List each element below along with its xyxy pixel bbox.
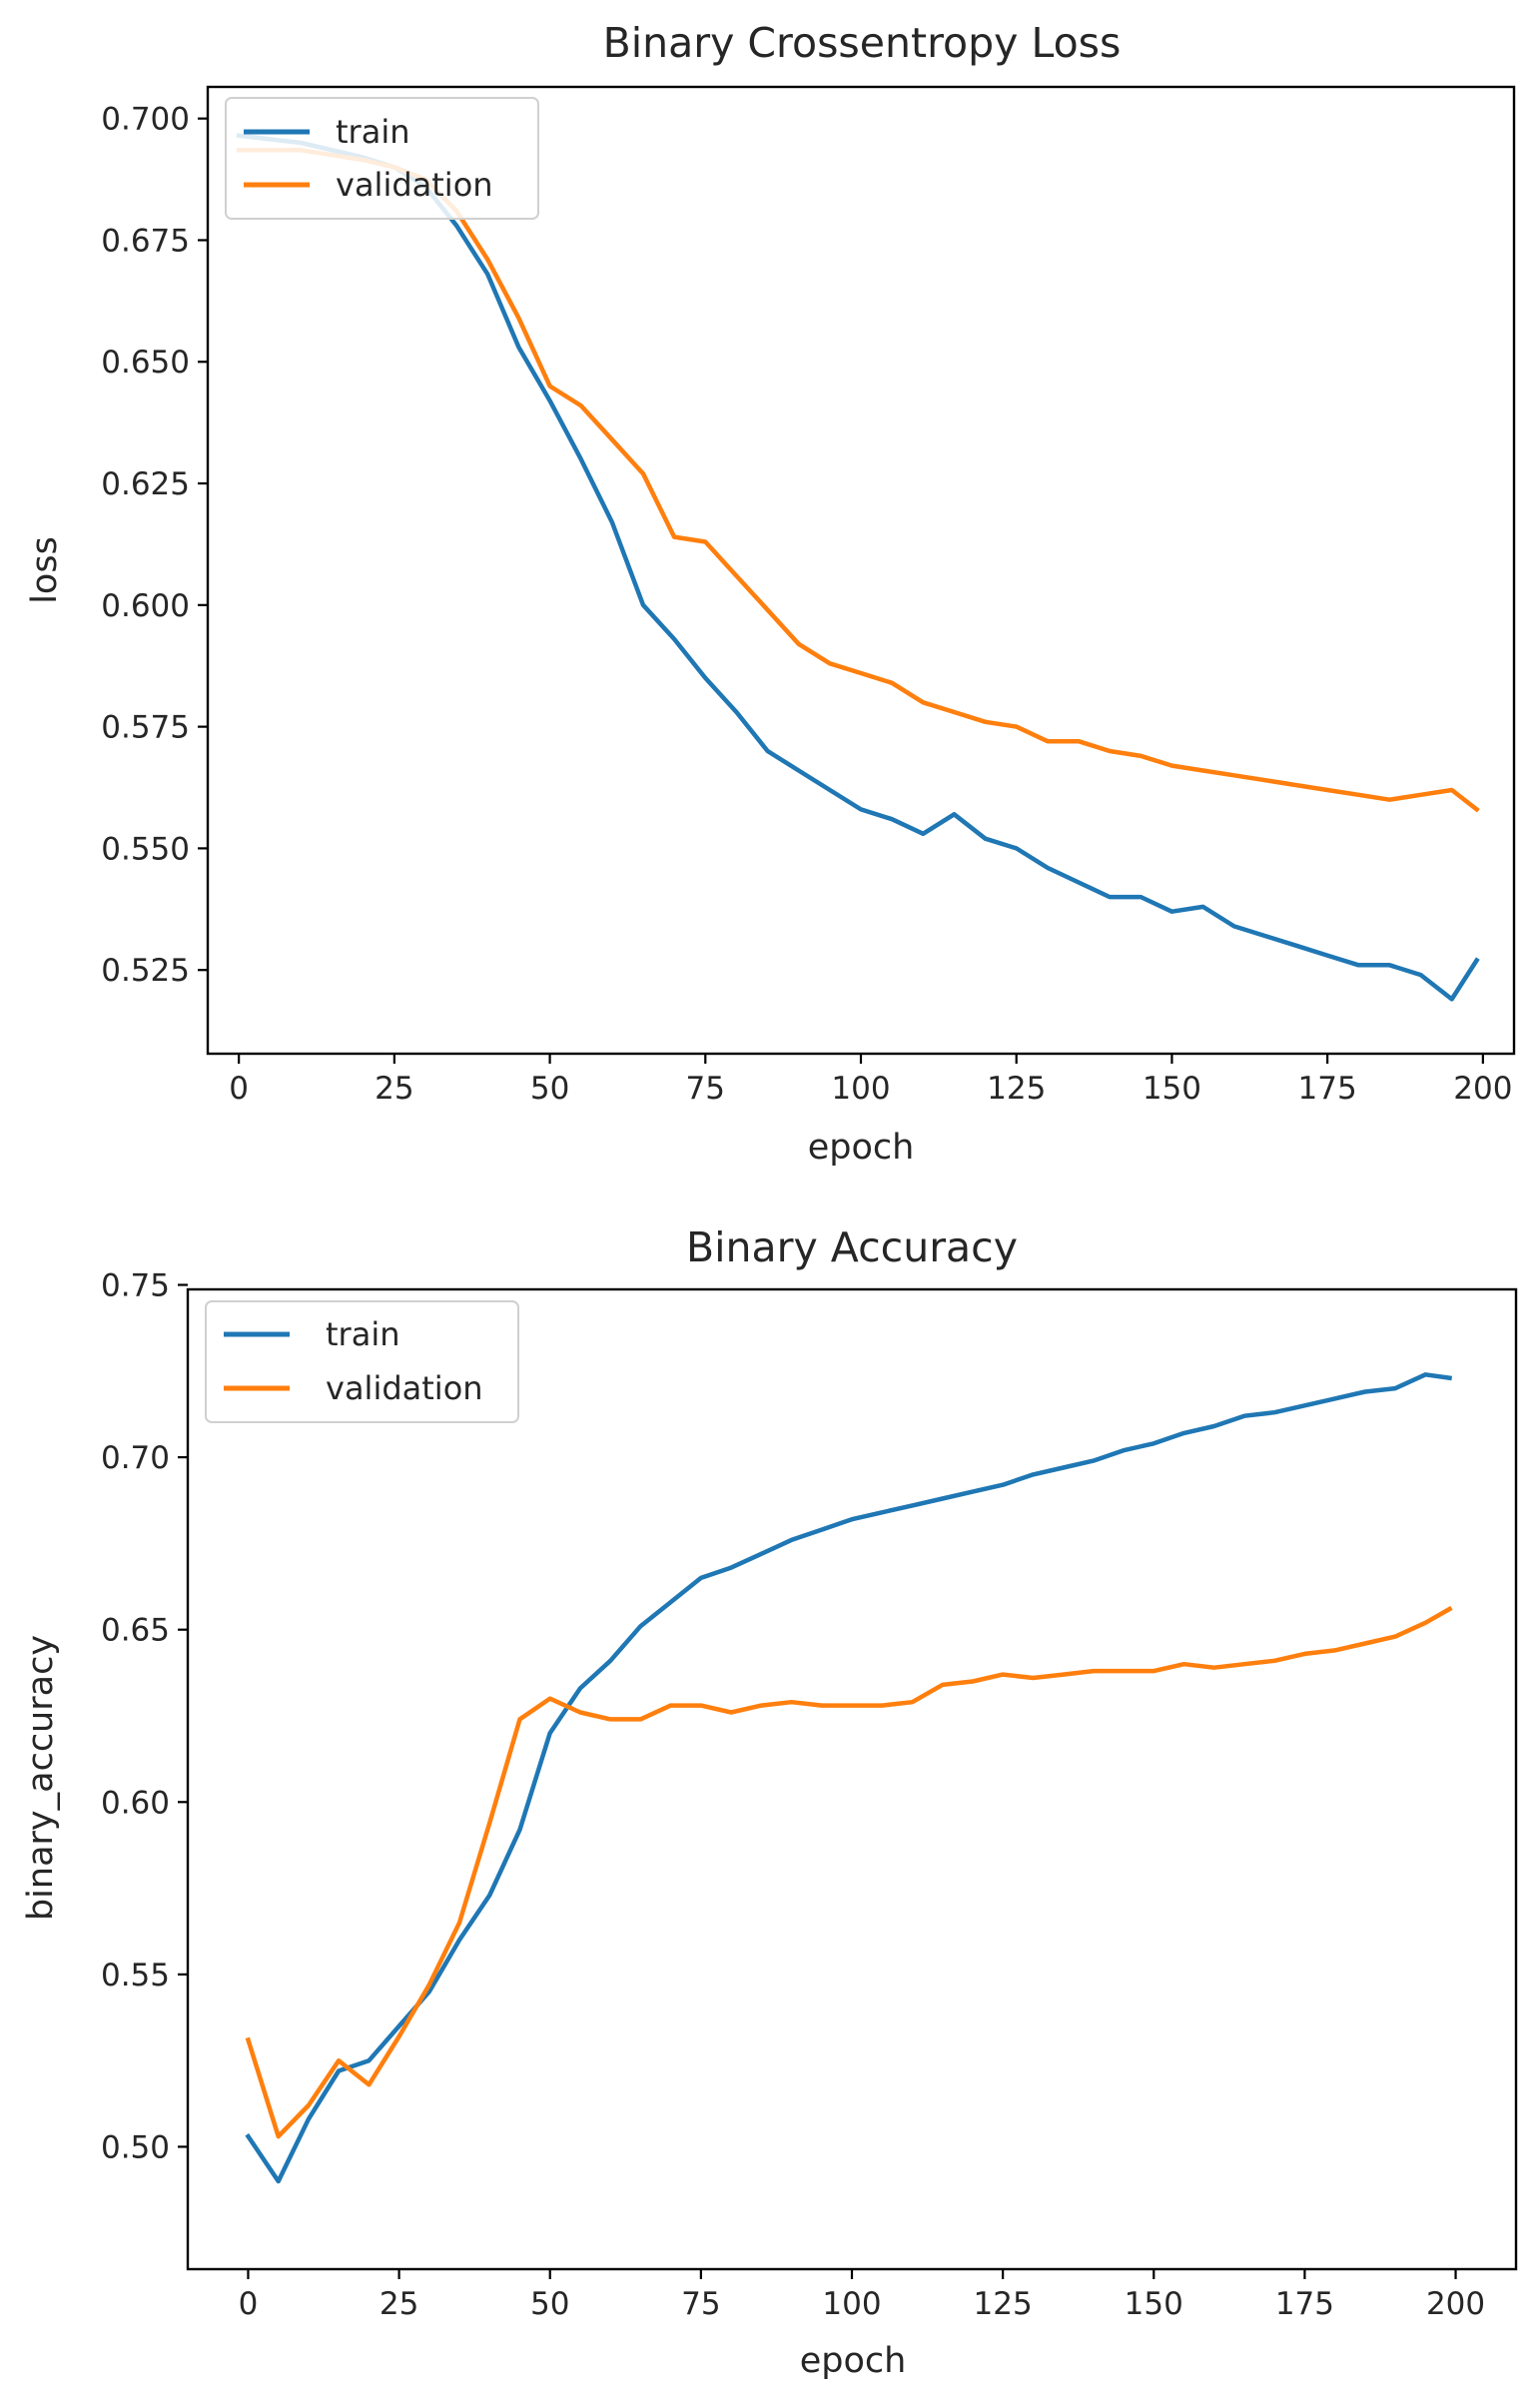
accuracy-legend-validation-label: validation (326, 1369, 483, 1407)
accuracy-y-tick-label: 0.50 (101, 2129, 170, 2165)
loss-x-tick-label: 25 (375, 1071, 413, 1107)
accuracy-y-tick-label: 0.55 (101, 1958, 170, 1994)
accuracy-x-tick-label: 150 (1125, 2286, 1183, 2322)
accuracy-x-tick-label: 175 (1275, 2286, 1334, 2322)
loss-x-tick-label: 100 (831, 1071, 890, 1107)
accuracy-plot-area: 0 25 50 75 100 125 150 175 200 0.500.550.600.650… (101, 1268, 1518, 2322)
accuracy-x-ticks: 0 25 50 75 100 125 150 175 200 (239, 2269, 1485, 2322)
loss-y-axis-label: loss (25, 536, 65, 604)
loss-plot-area: 0 25 50 75 100 125 150 175 200 0.5250.5500.5750.… (101, 85, 1516, 1107)
loss-y-tick-label: 0.525 (101, 953, 190, 989)
loss-x-ticks: 0 25 50 75 100 125 150 175 200 (229, 1054, 1512, 1107)
accuracy-y-tick-label: 0.65 (101, 1613, 170, 1649)
loss-train-line (236, 133, 1480, 1002)
accuracy-y-ticks: 0.50 0.55 0.60 0.65 0.70 0.75 (101, 1268, 188, 2165)
accuracy-y-axis-label: binary_accuracy (21, 1635, 61, 1921)
loss-chart-title: Binary Crossentropy Loss (603, 19, 1122, 67)
accuracy-legend-box (205, 1300, 519, 1423)
accuracy-x-tick-label: 25 (380, 2286, 418, 2322)
loss-y-tick-label: 0.625 (101, 466, 190, 502)
accuracy-x-tick-label: 100 (822, 2286, 881, 2322)
loss-y-tick-label: 0.600 (101, 588, 190, 624)
loss-y-tick-label: 0.700 (101, 102, 190, 138)
loss-x-tick-label: 150 (1143, 1071, 1201, 1107)
loss-y-tick-label: 0.550 (101, 831, 190, 867)
accuracy-x-tick-label: 75 (681, 2286, 720, 2322)
loss-y-tick-label: 0.575 (101, 710, 190, 746)
accuracy-x-tick-label: 0 (239, 2286, 259, 2322)
accuracy-x-tick-label: 200 (1426, 2286, 1485, 2322)
accuracy-x-tick-label: 50 (530, 2286, 569, 2322)
loss-x-tick-label: 75 (686, 1071, 725, 1107)
accuracy-chart-title: Binary Accuracy (686, 1223, 1018, 1271)
loss-y-tick-label: 0.675 (101, 223, 190, 259)
loss-x-tick-label: 0 (229, 1071, 249, 1107)
loss-x-tick-label: 50 (530, 1071, 569, 1107)
loss-x-tick-label: 175 (1298, 1071, 1357, 1107)
accuracy-x-tick-label: 125 (974, 2286, 1033, 2322)
accuracy-x-axis-label: epoch (800, 2341, 907, 2381)
loss-legend-train-label: train (336, 113, 409, 151)
loss-x-axis-label: epoch (808, 1128, 915, 1168)
loss-legend-validation-label: validation (336, 166, 493, 204)
loss-legend-box (225, 97, 539, 220)
accuracy-chart: Binary Accuracy 0 25 50 75 100 125 150 175 200 0… (21, 1223, 1518, 2381)
loss-legend: train validation (225, 97, 539, 220)
loss-x-tick-label: 200 (1453, 1071, 1512, 1107)
loss-validation-line (236, 148, 1480, 813)
accuracy-legend-train-label: train (326, 1315, 399, 1353)
accuracy-validation-line (245, 1605, 1453, 2139)
accuracy-y-tick-label: 0.75 (101, 1268, 170, 1304)
loss-chart: Binary Crossentropy Loss 0 25 50 75 100 125 15… (25, 19, 1516, 1168)
accuracy-legend: train validation (205, 1300, 519, 1423)
loss-x-tick-label: 125 (987, 1071, 1046, 1107)
loss-y-ticks: 0.525 0.550 0.575 0.600 0.625 0.650 0.675 0.700 (101, 102, 208, 989)
loss-y-tick-label: 0.650 (101, 345, 190, 381)
accuracy-train-line (245, 1372, 1453, 2184)
accuracy-y-tick-label: 0.70 (101, 1440, 170, 1476)
accuracy-y-tick-label: 0.60 (101, 1785, 170, 1821)
